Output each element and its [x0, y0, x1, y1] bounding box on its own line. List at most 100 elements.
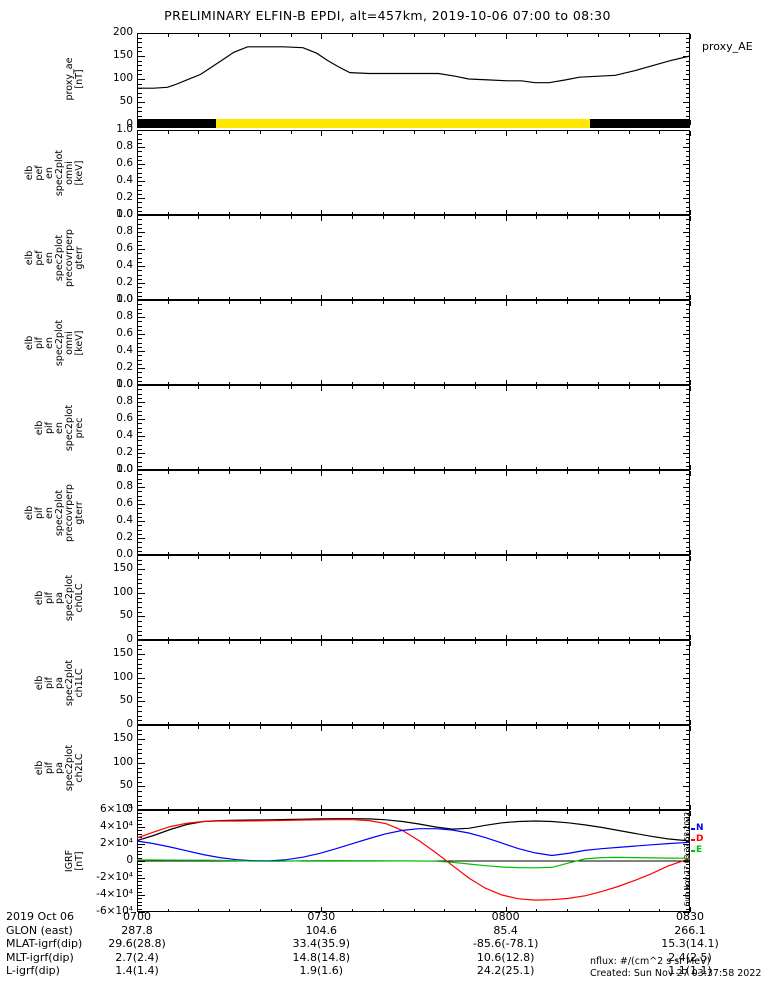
y-tick-minor-right [686, 47, 690, 48]
y-tick-minor-right [686, 871, 690, 872]
y-tick-label: 1.0 [116, 463, 133, 475]
x-tick-minor-top [229, 216, 230, 219]
x-tick-minor-top [352, 131, 353, 134]
x-tick-minor-top [414, 811, 415, 814]
x-tick-minor-top [198, 556, 199, 559]
x-tick-minor [383, 212, 384, 215]
x-tick-minor [383, 297, 384, 300]
y-tick-minor-right [686, 487, 690, 488]
x-tick-minor [629, 552, 630, 555]
x-tick-minor [414, 212, 415, 215]
y-tick-major-right [683, 130, 690, 131]
x-tick-minor [352, 212, 353, 215]
y-tick-minor-right [686, 626, 690, 627]
x-tick-minor-top [383, 556, 384, 559]
y-tick-minor-right [686, 168, 690, 169]
y-tick-minor [138, 898, 142, 899]
y-tick-minor [138, 854, 142, 855]
y-tick-minor-right [686, 415, 690, 416]
y-tick-minor-right [686, 389, 690, 390]
x-tick-minor [414, 467, 415, 470]
x-tick-minor-top [414, 131, 415, 134]
y-tick-minor [138, 530, 142, 531]
y-tick-minor-right [686, 796, 690, 797]
y-tick-minor-right [686, 253, 690, 254]
x-tick-minor-top [229, 556, 230, 559]
x-tick-major-top [137, 811, 138, 816]
y-tick-minor-right [686, 228, 690, 229]
y-tick-major-right [683, 33, 690, 34]
y-tick-label: 0.4 [116, 259, 133, 271]
x-tick-minor [444, 212, 445, 215]
y-tick-minor-right [686, 895, 690, 896]
y-tick-minor-right [686, 513, 690, 514]
y-tick-minor-right [686, 697, 690, 698]
y-tick-minor-right [686, 739, 690, 740]
x-tick-minor [629, 807, 630, 810]
x-tick-major-top [690, 726, 691, 731]
y-tick-minor-right [686, 616, 690, 617]
y-tick-label: 100 [112, 756, 133, 768]
y-tick-label: 0 [126, 803, 133, 815]
x-tick-minor-top [536, 386, 537, 389]
y-tick-minor [138, 440, 142, 441]
y-tick-minor [138, 70, 142, 71]
x-tick-minor-top [260, 386, 261, 389]
x-tick-minor [659, 909, 660, 912]
y-tick-minor [138, 398, 142, 399]
x-tick-minor-top [229, 641, 230, 644]
x-tick-minor-top [567, 216, 568, 219]
y-tick-minor-right [686, 905, 690, 906]
y-tick-label: 50 [119, 694, 133, 706]
x-tick-minor [598, 637, 599, 640]
y-tick-minor-right [686, 173, 690, 174]
y-tick-minor-right [686, 224, 690, 225]
x-tick-minor [567, 807, 568, 810]
panel-frame-elb_pif_pa_spec2plot_ch0LC [137, 555, 690, 640]
y-tick-minor-right [686, 508, 690, 509]
y-tick-minor [138, 888, 142, 889]
y-tick-minor [138, 479, 142, 480]
y-tick-minor-right [686, 744, 690, 745]
y-tick-minor-right [686, 360, 690, 361]
x-tick-minor [260, 637, 261, 640]
x-tick-minor-top [475, 471, 476, 474]
y-tick-minor [138, 538, 142, 539]
x-tick-minor [352, 909, 353, 912]
y-tick-minor-right [686, 296, 690, 297]
y-tick-minor-right [686, 398, 690, 399]
y-tick-minor-right [686, 805, 690, 806]
x-tick-major-top [690, 34, 691, 39]
y-tick-minor-right [686, 84, 690, 85]
x-tick-minor-top [321, 131, 322, 134]
page-title: PRELIMINARY ELFIN-B EPDI, alt=457km, 201… [164, 8, 611, 23]
y-tick-minor-right [686, 185, 690, 186]
y-tick-minor [138, 706, 142, 707]
y-tick-minor [138, 626, 142, 627]
x-tick-minor [475, 382, 476, 385]
x-tick-minor-top [444, 556, 445, 559]
y-tick-minor [138, 198, 142, 199]
x-tick-minor-top [291, 216, 292, 219]
x-tick-minor [291, 909, 292, 912]
x-tick-minor [629, 909, 630, 912]
x-tick-minor [659, 722, 660, 725]
x-tick-major [137, 380, 138, 385]
y-tick-minor [138, 449, 142, 450]
y-tick-minor-right [686, 313, 690, 314]
y-tick-minor [138, 436, 142, 437]
x-tick-minor [536, 467, 537, 470]
x-tick-minor [629, 722, 630, 725]
y-tick-minor-right [686, 659, 690, 660]
y-tick-major [138, 215, 145, 216]
x-tick-minor [536, 637, 537, 640]
footer-cell-3-glon: 266.1 [674, 923, 706, 937]
y-tick-minor-right [686, 262, 690, 263]
y-tick-label: 150 [112, 647, 133, 659]
y-tick-minor-right [686, 61, 690, 62]
y-tick-minor-right [686, 309, 690, 310]
created-note: Created: Sun Nov 27 03:37:58 2022 [590, 968, 762, 979]
x-tick-minor-top [659, 386, 660, 389]
y-tick-minor-right [686, 711, 690, 712]
y-tick-label: 0.6 [116, 497, 133, 509]
